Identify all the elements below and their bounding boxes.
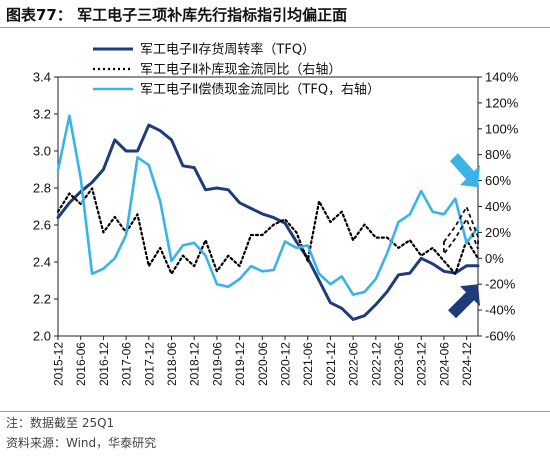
right-tick-label: 80% [485, 147, 511, 162]
legend-item-repay-cashflow: 军工电子Ⅱ偿债现金流同比（TFQ，右轴） [93, 82, 380, 98]
x-tick-label: 2021-06 [301, 342, 315, 386]
left-tick-label: 2.6 [33, 218, 51, 233]
x-tick-label: 2017-06 [120, 342, 134, 386]
left-tick-label: 2.4 [33, 255, 51, 270]
x-tick-label: 2020-06 [256, 342, 270, 386]
legend-label: 军工电子Ⅱ存货周转率（TFQ） [140, 42, 315, 58]
right-tick-label: -40% [485, 303, 516, 318]
series-line-inventory-turnover [56, 123, 480, 321]
x-tick-label: 2016-06 [74, 342, 88, 386]
x-tick-label: 2022-12 [369, 342, 383, 386]
x-tick-label: 2020-12 [279, 342, 293, 386]
right-tick-label: 60% [485, 173, 511, 188]
arrow-shape [450, 153, 480, 188]
series-line-restock-projection [443, 204, 479, 257]
right-tick-label: -20% [485, 277, 516, 292]
left-tick-label: 3.0 [33, 144, 51, 159]
x-tick-label: 2018-06 [165, 342, 179, 386]
series-line-restock-cashflow [56, 187, 480, 275]
legend-item-inventory-turnover: 军工电子Ⅱ存货周转率（TFQ） [93, 42, 315, 58]
left-tick-label: 3.2 [33, 107, 51, 122]
legend-label: 军工电子Ⅱ偿债现金流同比（TFQ，右轴） [140, 82, 380, 98]
down-arrow-icon [450, 153, 480, 188]
up-arrow-icon [448, 284, 480, 319]
x-tick-label: 2024-06 [437, 342, 451, 386]
x-tick-label: 2018-12 [188, 342, 202, 386]
source-note: 资料来源：Wind，华泰研究 [6, 436, 157, 450]
data-note: 注：数据截至 25Q1 [6, 416, 115, 430]
x-tick-label: 2017-12 [142, 342, 156, 386]
series-line-repay-cashflow [56, 114, 480, 296]
legend-item-restock-cashflow: 军工电子Ⅱ补库现金流同比（右轴） [93, 62, 341, 78]
x-tick-label: 2019-06 [210, 342, 224, 386]
title-divider [0, 27, 550, 28]
x-tick-label: 2024-12 [460, 342, 474, 386]
left-tick-label: 2.0 [33, 329, 51, 344]
right-tick-label: 0% [485, 251, 504, 266]
right-tick-label: -60% [485, 329, 516, 344]
x-tick-label: 2015-12 [52, 342, 66, 386]
right-tick-label: 20% [485, 225, 511, 240]
right-tick-label: 40% [485, 199, 511, 214]
left-tick-label: 3.4 [33, 70, 51, 85]
x-tick-label: 2021-12 [324, 342, 338, 386]
right-tick-label: 100% [485, 121, 519, 136]
x-tick-label: 2022-06 [347, 342, 361, 386]
right-tick-label: 140% [485, 70, 519, 85]
x-tick-label: 2023-12 [415, 342, 429, 386]
legend-label: 军工电子Ⅱ补库现金流同比（右轴） [140, 62, 341, 78]
right-tick-label: 120% [485, 95, 519, 110]
x-tick-label: 2023-06 [392, 342, 406, 386]
footer-divider [0, 411, 550, 412]
chart: 2.0 2.2 2.4 2.6 2.8 3.0 3.2 3.4 -60% -40% -20% 0% 20… [33, 42, 519, 387]
left-tick-label: 2.2 [33, 292, 51, 307]
left-tick-label: 2.8 [33, 181, 51, 196]
chart-title: 图表77： 军工电子三项补库先行指标指引均偏正面 [6, 6, 348, 24]
x-tick-label: 2016-12 [97, 342, 111, 386]
x-tick-label: 2019-12 [233, 342, 247, 386]
arrow-shape [448, 284, 480, 319]
